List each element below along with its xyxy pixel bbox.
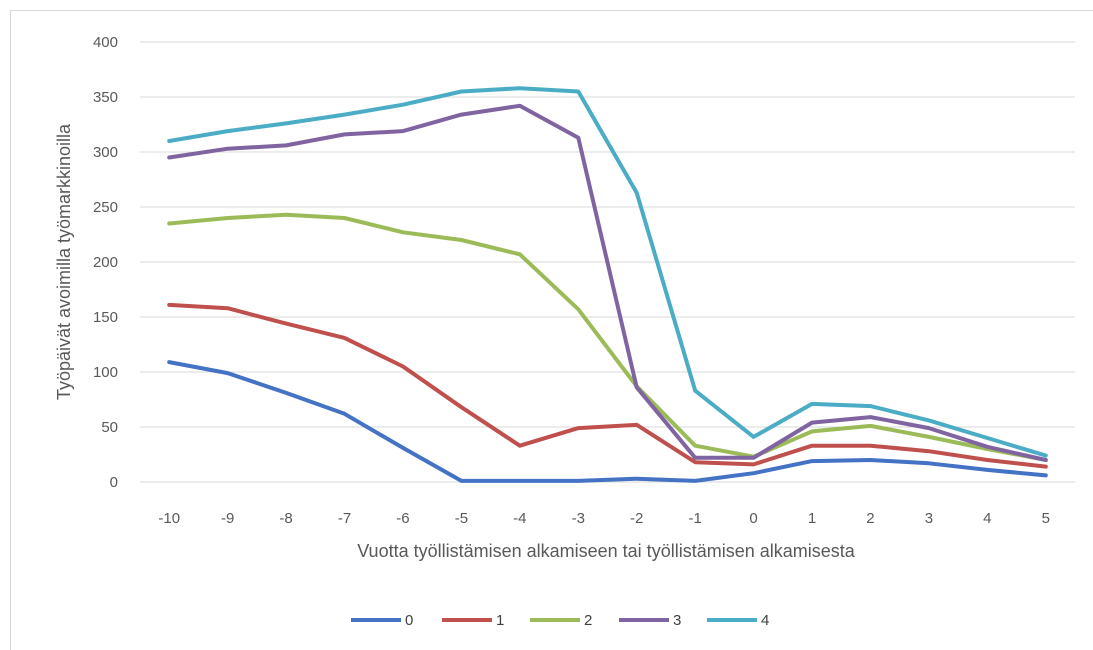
- y-tick-label: 150: [93, 309, 118, 326]
- series-lines: [167, 86, 1048, 483]
- x-tick-label: -9: [221, 510, 234, 527]
- x-axis-title: Vuotta työllistämisen alkamiseen tai työ…: [357, 541, 856, 561]
- x-tick-label: 1: [808, 510, 816, 527]
- series-line-4: [167, 86, 1048, 458]
- y-tick-label: 250: [93, 199, 118, 216]
- x-tick-label: -1: [688, 510, 701, 527]
- y-tick-label: 100: [93, 364, 118, 381]
- x-tick-label: -2: [630, 510, 643, 527]
- legend: 0 1 2 3 4: [351, 612, 769, 629]
- x-tick-label: -4: [513, 510, 526, 527]
- x-tick-label: 5: [1042, 510, 1050, 527]
- y-tick-label: 0: [110, 474, 118, 491]
- chart-frame: [10, 10, 1093, 650]
- x-tick-label: 3: [925, 510, 933, 527]
- y-axis-title: Työpäivät avoimilla työmarkkinoilla: [54, 123, 74, 400]
- x-tick-label: -6: [396, 510, 409, 527]
- y-tick-label: 400: [93, 34, 118, 51]
- x-tick-label: -5: [455, 510, 468, 527]
- y-tick-labels: 0 50 100 150 200 250 300 350 400: [93, 34, 118, 491]
- series-line-1: [167, 302, 1048, 469]
- series-line-3: [167, 103, 1048, 462]
- legend-label: 3: [673, 612, 681, 629]
- x-tick-label: -3: [572, 510, 585, 527]
- y-tick-label: 50: [101, 419, 118, 436]
- legend-label: 2: [584, 612, 592, 629]
- legend-label: 0: [405, 612, 413, 629]
- series-line-2: [167, 212, 1048, 462]
- legend-label: 1: [496, 612, 504, 629]
- x-tick-label: -10: [158, 510, 180, 527]
- x-tick-label: 4: [983, 510, 991, 527]
- y-tick-label: 350: [93, 89, 118, 106]
- x-tick-label: 2: [866, 510, 874, 527]
- legend-label: 4: [761, 612, 769, 629]
- x-tick-label: -8: [279, 510, 292, 527]
- x-tick-label: 0: [749, 510, 757, 527]
- y-tick-label: 300: [93, 144, 118, 161]
- y-tick-label: 200: [93, 254, 118, 271]
- series-line-0: [167, 360, 1048, 483]
- x-tick-label: -7: [338, 510, 351, 527]
- x-tick-labels: -10 -9 -8 -7 -6 -5 -4 -3 -2 -1 0 1 2 3 4 5: [158, 510, 1050, 527]
